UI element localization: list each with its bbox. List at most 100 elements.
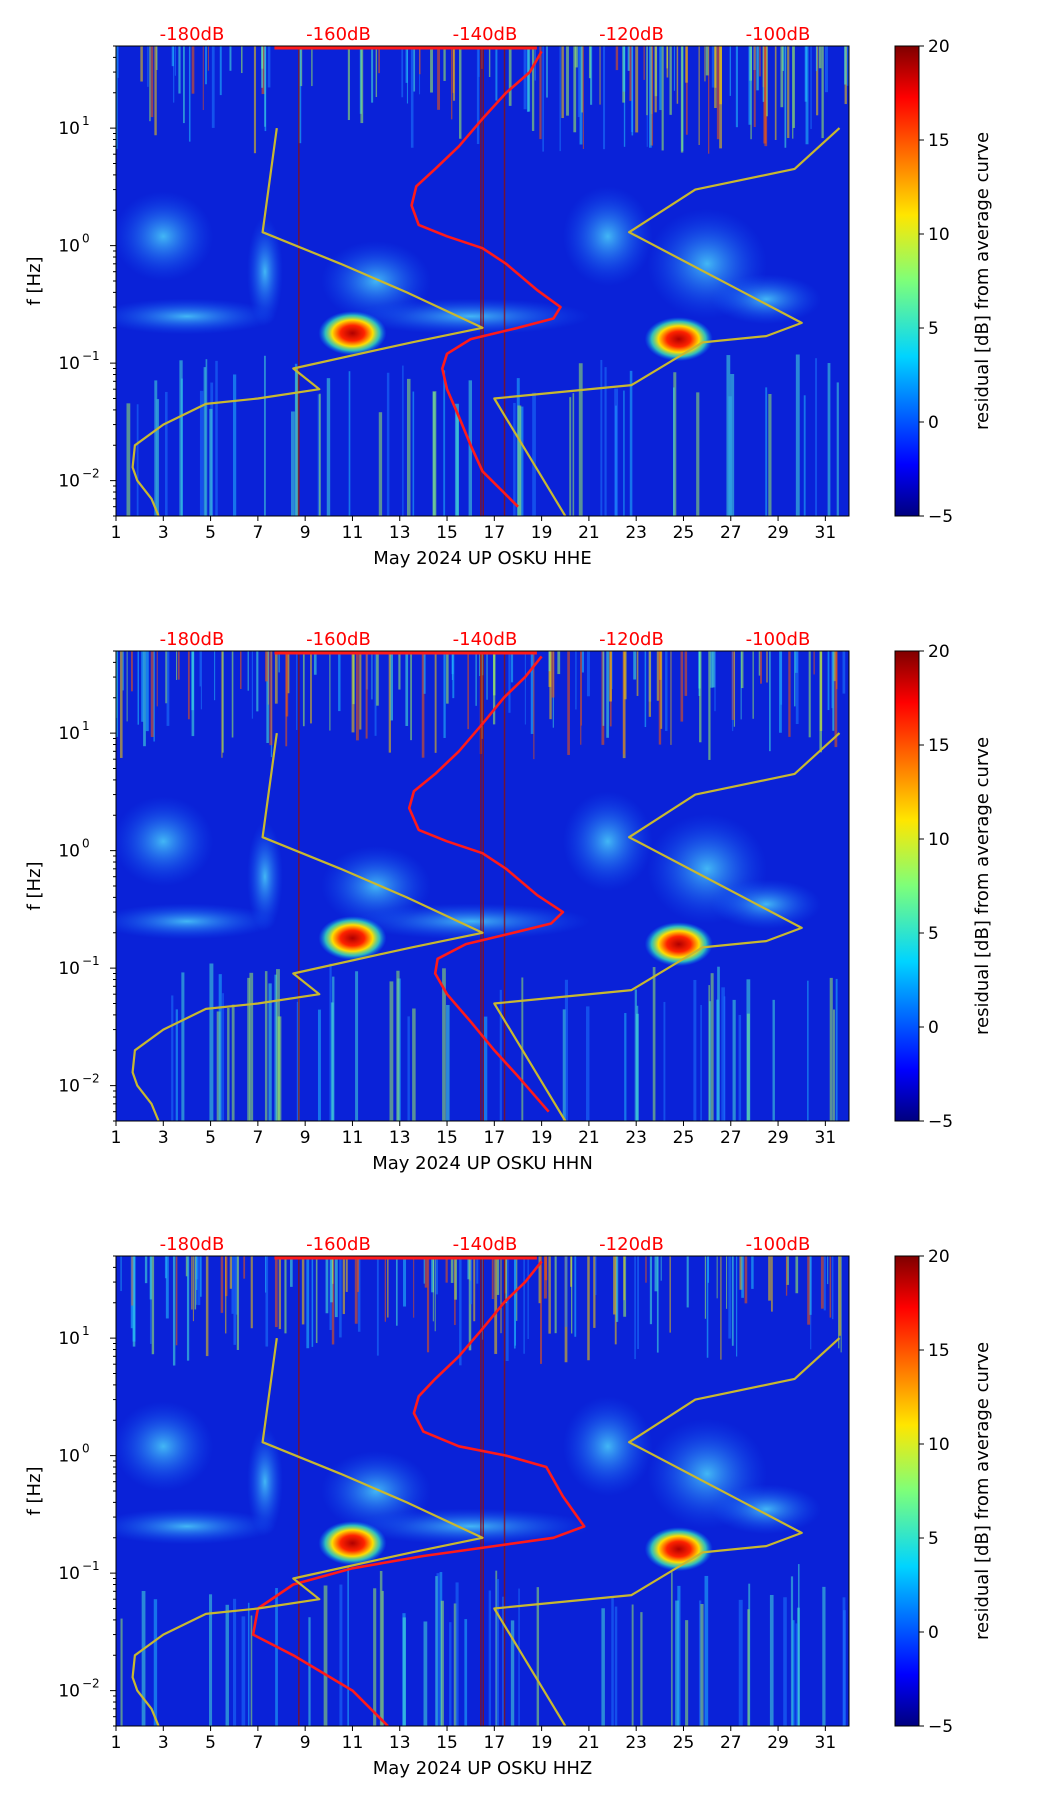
hf-streak bbox=[685, 46, 688, 135]
hf-streak bbox=[205, 1256, 209, 1357]
db-scale-label: -120dB bbox=[599, 24, 664, 45]
y-tick-label-base: 10 bbox=[58, 1447, 80, 1467]
hf-streak bbox=[831, 651, 834, 709]
lf-streak bbox=[222, 993, 224, 1121]
x-tick-label: 23 bbox=[625, 1733, 647, 1753]
hf-streak bbox=[432, 1256, 434, 1322]
x-tick-label: 23 bbox=[625, 523, 647, 543]
hf-streak bbox=[131, 1256, 134, 1306]
hf-streak bbox=[820, 1256, 824, 1309]
colorbar-tick-label: 10 bbox=[928, 1435, 950, 1455]
y-tick-label-base: 10 bbox=[58, 237, 80, 257]
noise-blob bbox=[246, 216, 283, 327]
x-tick-label: 5 bbox=[205, 1128, 216, 1148]
lf-streak bbox=[453, 1603, 457, 1726]
hf-streak bbox=[352, 651, 355, 705]
hf-streak bbox=[762, 46, 765, 102]
lf-streak bbox=[225, 1604, 229, 1726]
lf-streak bbox=[263, 355, 266, 516]
colorbar-tick-label: 15 bbox=[928, 131, 950, 151]
hf-streak bbox=[557, 651, 561, 675]
colorbar-tick-label: 0 bbox=[928, 413, 939, 433]
lf-streak bbox=[464, 1619, 468, 1726]
lf-streak bbox=[136, 404, 139, 516]
hf-streak bbox=[575, 46, 578, 68]
lf-streak bbox=[468, 380, 473, 516]
hf-streak bbox=[539, 46, 542, 140]
colorbar-label: residual [dB] from average curve bbox=[972, 132, 993, 430]
x-tick-label: 17 bbox=[484, 1733, 506, 1753]
hf-streak bbox=[542, 46, 544, 152]
hf-streak bbox=[595, 1256, 597, 1296]
colorbar-tick-label: −5 bbox=[928, 1112, 953, 1132]
noise-blob bbox=[321, 241, 432, 321]
hf-streak bbox=[567, 651, 570, 755]
hf-streak bbox=[728, 1256, 732, 1339]
lf-streak bbox=[772, 999, 775, 1121]
hf-streak bbox=[774, 46, 777, 140]
lf-streak bbox=[569, 397, 572, 516]
lf-streak bbox=[386, 372, 390, 516]
hf-streak bbox=[513, 1256, 516, 1349]
lf-streak bbox=[795, 354, 800, 516]
hf-streak bbox=[505, 1256, 507, 1304]
noise-blob bbox=[711, 879, 822, 930]
hf-streak bbox=[805, 46, 809, 145]
lf-streak bbox=[412, 1008, 416, 1121]
lf-streak bbox=[250, 1615, 253, 1726]
lf-streak bbox=[378, 412, 383, 516]
hf-streak bbox=[686, 1256, 689, 1308]
hf-streak bbox=[768, 1256, 771, 1301]
hf-streak bbox=[527, 46, 531, 112]
hf-streak bbox=[398, 651, 401, 690]
lf-streak bbox=[154, 380, 158, 516]
lf-streak bbox=[209, 408, 213, 516]
x-axis-label: May 2024 UP OSKU HHE bbox=[373, 548, 591, 569]
lf-streak bbox=[502, 1596, 505, 1726]
hf-streak bbox=[156, 46, 158, 70]
hf-streak bbox=[684, 651, 688, 696]
hf-streak bbox=[587, 1256, 590, 1361]
hf-streak bbox=[590, 46, 593, 105]
hf-streak bbox=[151, 1256, 155, 1355]
db-scale-label: -180dB bbox=[160, 1234, 225, 1255]
hf-streak bbox=[731, 1256, 734, 1346]
noise-blob bbox=[711, 274, 822, 325]
hf-streak bbox=[315, 1256, 318, 1344]
lf-streak bbox=[807, 980, 809, 1121]
hf-streak bbox=[633, 651, 637, 680]
y-tick-label-exponent: 1 bbox=[82, 719, 90, 733]
y-tick-label-exponent: −2 bbox=[82, 467, 100, 481]
x-tick-label: 29 bbox=[767, 1733, 789, 1753]
hf-streak bbox=[666, 46, 669, 78]
lf-streak bbox=[624, 1013, 627, 1121]
hf-streak bbox=[401, 46, 404, 98]
hf-streak bbox=[156, 651, 158, 707]
lf-streak bbox=[675, 1600, 679, 1726]
hf-streak bbox=[623, 1256, 625, 1301]
hf-streak bbox=[243, 1256, 246, 1279]
hf-streak bbox=[205, 46, 207, 85]
colorbar-tick-label: 20 bbox=[928, 642, 950, 662]
x-tick-label: 27 bbox=[720, 1733, 742, 1753]
db-scale-label: -180dB bbox=[160, 629, 225, 650]
lf-streak bbox=[407, 1016, 410, 1121]
hf-streak bbox=[748, 46, 752, 125]
hotspot bbox=[644, 1527, 713, 1572]
hf-streak bbox=[306, 1256, 310, 1349]
db-scale-label: -140dB bbox=[453, 629, 518, 650]
y-tick-label-exponent: 0 bbox=[82, 837, 90, 851]
hf-streak bbox=[413, 46, 416, 92]
hf-streak bbox=[141, 651, 144, 722]
x-tick-label: 11 bbox=[342, 523, 364, 543]
hf-streak bbox=[120, 1256, 122, 1292]
lf-streak bbox=[634, 989, 637, 1121]
db-scale-label: -140dB bbox=[453, 1234, 518, 1255]
lf-streak bbox=[636, 1013, 639, 1121]
lf-streak bbox=[317, 1009, 321, 1121]
hf-streak bbox=[229, 1256, 232, 1289]
hf-streak bbox=[413, 1256, 415, 1318]
hf-streak bbox=[580, 651, 582, 726]
gap-line bbox=[503, 1256, 506, 1726]
